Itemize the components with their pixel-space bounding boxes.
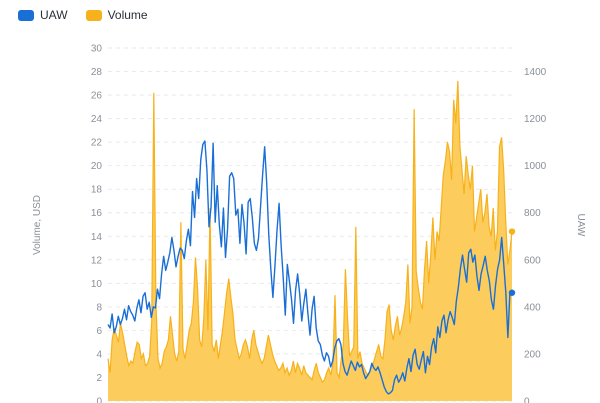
left-tick-label: 28 — [91, 67, 103, 78]
right-tick-label: 800 — [524, 208, 541, 219]
left-axis-title: Volume, USD — [32, 195, 43, 255]
legend-item-volume[interactable]: Volume — [85, 8, 148, 22]
uaw-series-line — [107, 140, 513, 395]
left-tick-label: 22 — [91, 138, 103, 149]
legend-label-volume: Volume — [107, 8, 148, 22]
left-tick-label: 12 — [91, 255, 103, 266]
left-tick-label: 16 — [91, 208, 103, 219]
right-tick-label: 200 — [524, 349, 541, 360]
left-tick-label: 18 — [91, 185, 103, 196]
left-tick-label: 26 — [91, 91, 103, 102]
legend-swatch-volume — [85, 9, 102, 21]
right-tick-label: 1200 — [524, 114, 547, 125]
legend-swatch-uaw — [18, 9, 34, 21]
right-tick-label: 600 — [524, 255, 541, 266]
left-tick-label: 20 — [91, 161, 103, 172]
left-tick-label: 30 — [91, 44, 103, 55]
right-tick-label: 0 — [524, 397, 530, 403]
right-tick-label: 400 — [524, 302, 541, 313]
chart-legend: UAW Volume — [18, 8, 148, 22]
volume-series-line — [107, 80, 513, 384]
series-layer — [107, 80, 516, 401]
uaw-end-marker — [508, 289, 516, 296]
volume-end-marker — [508, 228, 516, 235]
left-tick-label: 0 — [96, 397, 102, 403]
left-tick-label: 4 — [96, 349, 102, 360]
left-tick-label: 10 — [91, 279, 103, 290]
left-tick-label: 14 — [91, 232, 103, 243]
left-tick-label: 8 — [96, 302, 102, 313]
legend-item-uaw[interactable]: UAW — [18, 8, 68, 22]
left-tick-label: 6 — [96, 326, 102, 337]
right-axis-ticks: 0 200 400 600 800 1000 1200 1400 — [524, 67, 547, 403]
volume-series-area — [108, 80, 512, 401]
right-tick-label: 1000 — [524, 161, 547, 172]
left-tick-label: 2 — [96, 373, 102, 384]
legend-label-uaw: UAW — [40, 8, 68, 22]
left-tick-label: 24 — [91, 114, 103, 125]
right-axis-title: UAW — [575, 214, 586, 238]
right-tick-label: 1400 — [524, 67, 547, 78]
